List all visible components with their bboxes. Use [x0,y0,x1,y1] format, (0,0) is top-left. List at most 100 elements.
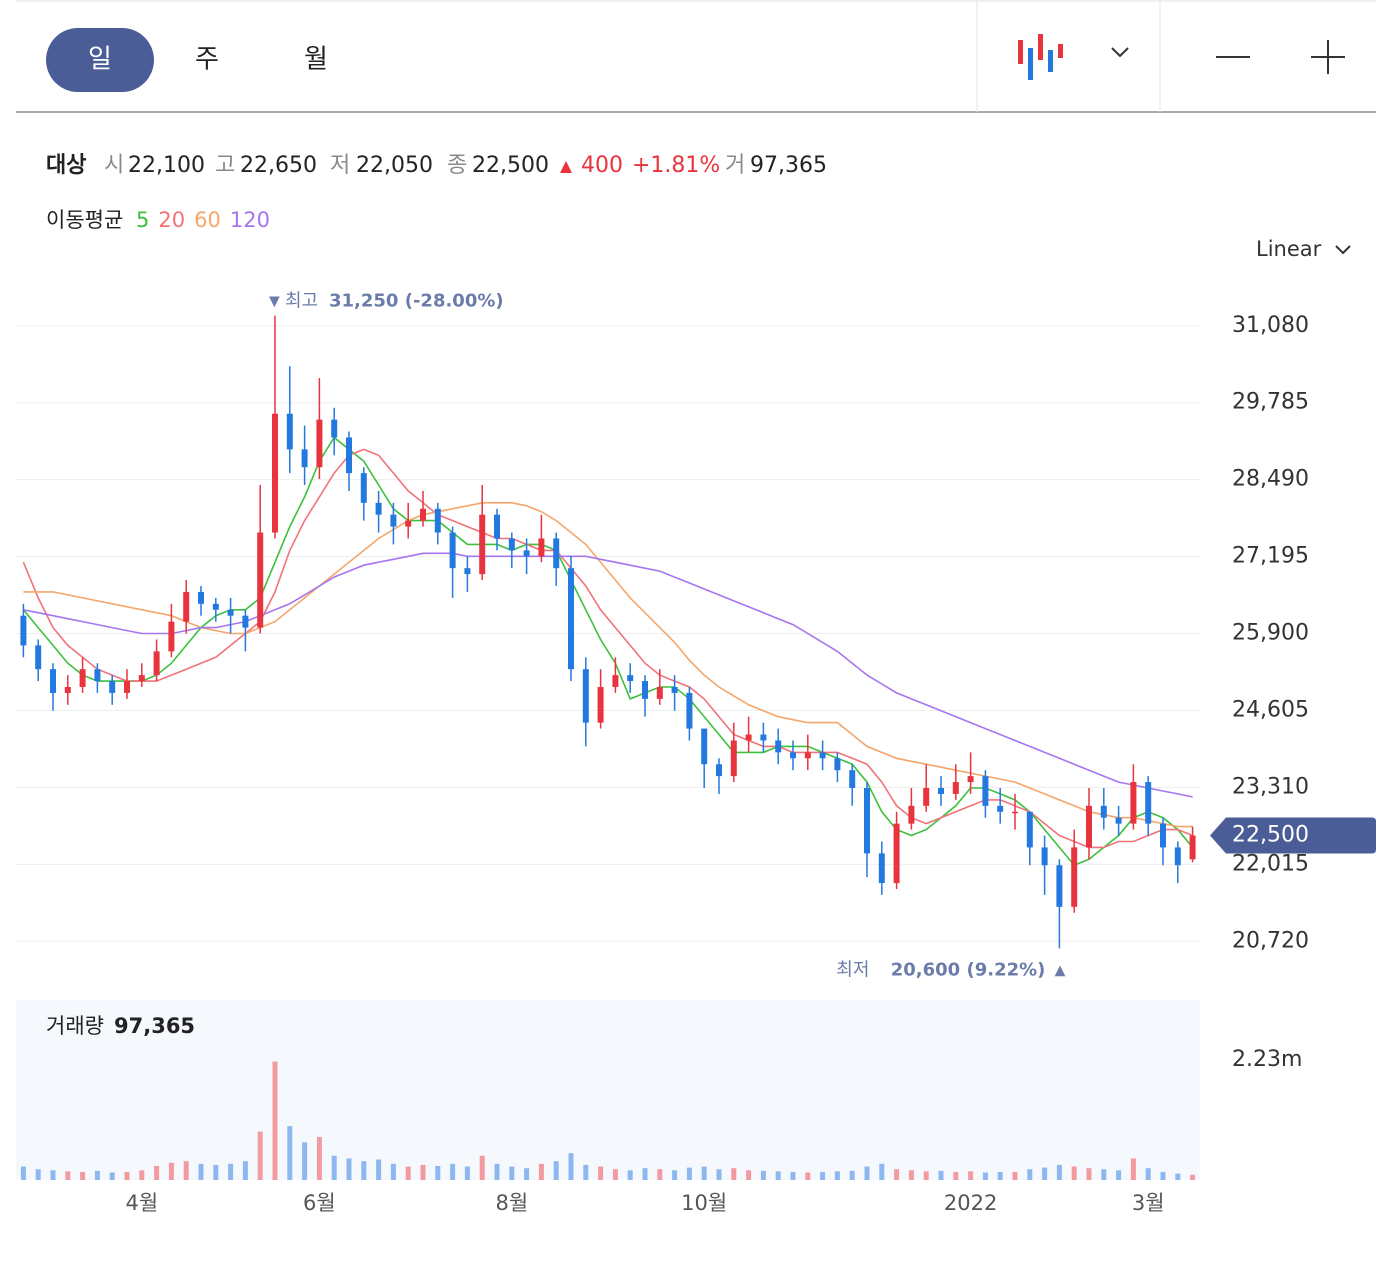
x-tick-label: 10월 [681,1191,727,1215]
volume-bar [450,1163,456,1180]
volume-bar [346,1158,352,1180]
quote-label: 저 [330,153,350,178]
quote-label: 고 [215,153,235,178]
ma-legend: 5 20 60 120 [136,208,270,232]
candle-body [20,615,27,646]
volume-bar [464,1166,470,1180]
quote-label: 종 [447,153,467,178]
candle-body [597,687,604,723]
candle-body [1071,847,1078,907]
moving-average [23,552,1193,798]
candle-body [1086,805,1092,848]
volume-bar [849,1170,855,1180]
volume-bar [376,1159,382,1180]
candle-body [804,752,811,759]
volume-bar [1012,1171,1018,1180]
volume-bar [1190,1174,1196,1180]
volume-bar [479,1155,485,1180]
x-tick-label: 2022 [944,1191,997,1215]
annotation-text: 20,600 (9.22%) [891,959,1046,980]
volume-bar [938,1170,944,1180]
change: 400 [581,153,623,178]
volume-bar [272,1061,278,1180]
tab[interactable]: 주 [195,45,219,75]
volume-bar [642,1168,648,1180]
candle-body [671,687,678,693]
candle-body [212,603,219,610]
candle-body [982,776,989,806]
y-tick-label: 20,720 [1232,928,1309,953]
volume-bar [672,1170,678,1180]
candle-body [908,805,915,824]
candle-body [745,734,752,741]
candle-body [893,823,900,884]
candle-body [153,651,160,676]
volume-bar [405,1166,411,1180]
candle-body [1041,847,1048,866]
candle-body [316,419,323,468]
tab[interactable]: 일 [88,45,112,75]
candle-body [878,853,885,884]
candle-body [864,788,870,854]
y-tick-label: 29,785 [1232,390,1309,415]
volume-bar [997,1171,1003,1180]
candle-body [79,669,86,687]
candle-body [775,740,782,753]
candle-body [1100,805,1107,818]
volume-bar [1027,1169,1033,1180]
volume-bar [760,1170,766,1180]
volume-bar [361,1161,367,1180]
volume-bar [509,1166,515,1180]
volume-bar [568,1153,574,1180]
scale-select[interactable]: Linear [1256,237,1322,261]
volume-bar [524,1168,530,1180]
candle-body [952,782,959,794]
candle-body [627,675,634,682]
volume-bar [612,1169,618,1180]
tab-active[interactable] [46,28,154,92]
candle-body [819,752,826,759]
candle-body [568,568,574,670]
volume-bar [701,1166,707,1180]
volume-bar [864,1166,870,1180]
candle-body [346,437,352,474]
volume-bar [968,1171,974,1180]
volume-bar [583,1164,589,1180]
candle-body [479,514,486,575]
candle-body [686,692,693,729]
chart-type-icon[interactable] [1018,34,1063,80]
candle-body [1056,865,1063,907]
tab[interactable]: 월 [304,45,328,75]
candle-body [50,669,56,693]
zoom-in[interactable] [1311,40,1345,74]
y-tick-label: 22,015 [1232,851,1309,876]
candle-body [138,675,145,682]
dropdown-chevron[interactable] [1111,47,1129,58]
volume-bar [731,1168,737,1180]
annotation-marker: ▲ [1055,962,1066,978]
volume-bar [894,1169,900,1180]
candle-body [1012,811,1018,814]
candle-body [390,514,397,527]
candle-body [967,776,974,783]
quote-value: 22,050 [356,153,433,178]
candle-body [35,645,42,670]
candle-body [656,687,663,699]
volume-bar [553,1161,559,1180]
change-pct: +1.81% [632,153,720,178]
candle-body [553,538,560,569]
candle-body [360,473,367,503]
scale-chevron[interactable] [1335,245,1351,255]
candle-body [582,669,589,723]
legend-entry: 20 [158,208,185,232]
volume-bar [198,1163,204,1180]
volume-bar [1145,1168,1151,1180]
moving-average [22,448,1193,849]
volume-bar [287,1126,293,1180]
volume-bar [657,1169,663,1180]
candle-body [109,681,116,693]
volume-bar [228,1163,234,1180]
volume-bar [879,1163,885,1180]
annotation-label: 최저 [836,959,869,980]
